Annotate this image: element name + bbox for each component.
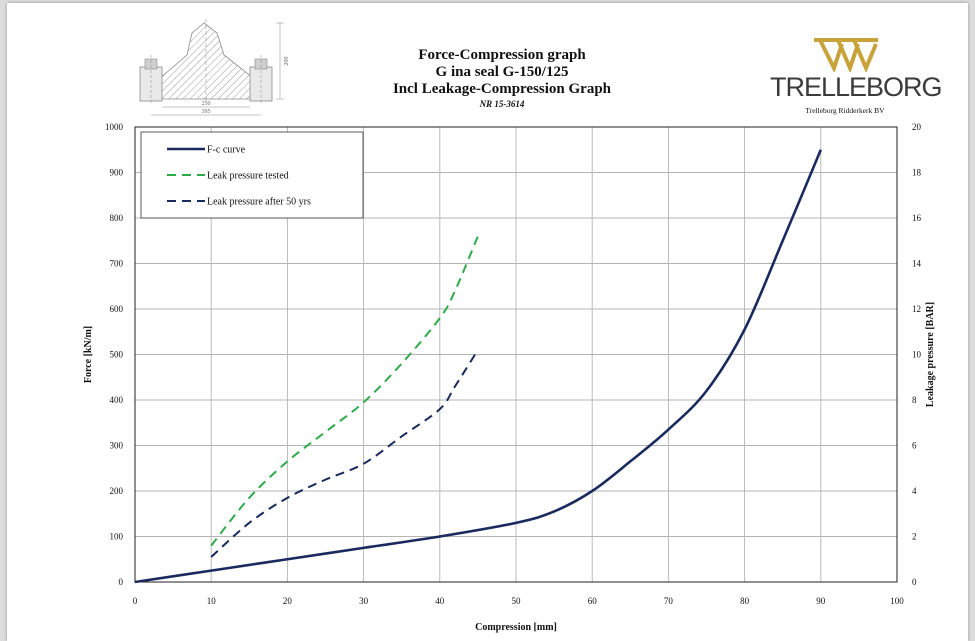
y2-tick-label: 4 [912,486,917,496]
chart-ticks: 0 10 20 30 40 50 60 70 80 90 100010020030040050060… [105,122,922,606]
logo-brand-text: TRELLEBORG [770,72,943,102]
y2-tick-label: 20 [912,122,922,132]
series-line-f-c-curve [134,149,822,584]
chart-subtitle-2: Incl Leakage-Compression Graph [392,81,612,97]
y-tick-label: 400 [110,395,124,405]
chart-legend: F-c curve Leak pressure tested Leak pressu… [140,131,364,219]
x-tick-label: 90 [816,596,826,606]
chart-title: Force-Compression graph [418,47,586,63]
x-tick-label: 50 [512,596,522,606]
x-tick-label: 30 [359,596,369,606]
y-tick-label: 200 [110,486,124,496]
y2-tick-label: 0 [912,577,917,587]
document-page: 200 250 395 Force-Compression graph G in… [7,3,968,641]
x-tick-label: 100 [890,596,904,606]
y2-tick-label: 2 [912,532,917,542]
chart-series [134,149,822,584]
y2-tick-label: 6 [912,441,917,451]
x-tick-label: 60 [588,596,598,606]
dim-outer-label: 395 [202,109,211,115]
dim-height-label: 200 [284,57,290,66]
legend-label-leak-pressure-after-50-yrs: Leak pressure after 50 yrs [207,197,311,208]
chart-axes [134,126,898,583]
y2-tick-label: 14 [912,259,922,269]
report-number: NR 15-3614 [479,99,525,109]
y-tick-label: 0 [119,577,124,587]
force-compression-chart: 0 10 20 30 40 50 60 70 80 90 100010020030040050060… [83,122,936,633]
trelleborg-emblem-icon [814,38,878,72]
legend-label-f-c-curve: F-c curve [207,145,246,156]
y2-tick-label: 16 [912,213,922,223]
x-tick-label: 70 [664,596,674,606]
x-tick-label: 0 [133,596,138,606]
y2-axis-label: Leakage pressure [BAR] [925,302,936,407]
legend-label-leak-pressure-tested: Leak pressure tested [207,171,289,182]
y-tick-label: 900 [110,168,124,178]
y-tick-label: 500 [110,350,124,360]
dim-inner-label: 250 [202,101,211,107]
logo-subtext: Trelleborg Ridderkerk BV [805,106,885,115]
y-tick-label: 600 [110,304,124,314]
y2-tick-label: 12 [912,304,921,314]
y-tick-label: 1000 [105,122,124,132]
chart-subtitle: G ina seal G-150/125 [435,64,569,80]
x-axis-label: Compression [mm] [475,622,557,633]
x-tick-label: 40 [435,596,445,606]
series-line-leak-pressure-tested [210,235,479,547]
y2-tick-label: 10 [912,350,922,360]
plot-frame [134,126,898,583]
y-tick-label: 700 [110,259,124,269]
y2-tick-label: 18 [912,168,922,178]
y2-tick-label: 8 [912,395,917,405]
series-line-leak-pressure-after-50-yrs [210,349,479,558]
chart-title-block: Force-Compression graph G ina seal G-150… [307,47,697,110]
x-tick-label: 20 [283,596,293,606]
chart-grid [134,126,898,583]
trelleborg-logo: TRELLEBORG Trelleborg Ridderkerk BV [770,36,943,121]
seal-cross-section-drawing: 200 250 395 [139,19,290,116]
y-axis-label: Force [kN/m] [83,326,94,383]
y-tick-label: 100 [110,532,124,542]
y-tick-label: 300 [110,441,124,451]
y-tick-label: 800 [110,213,124,223]
legend-box [140,131,364,219]
x-tick-label: 10 [207,596,217,606]
x-tick-label: 80 [740,596,750,606]
